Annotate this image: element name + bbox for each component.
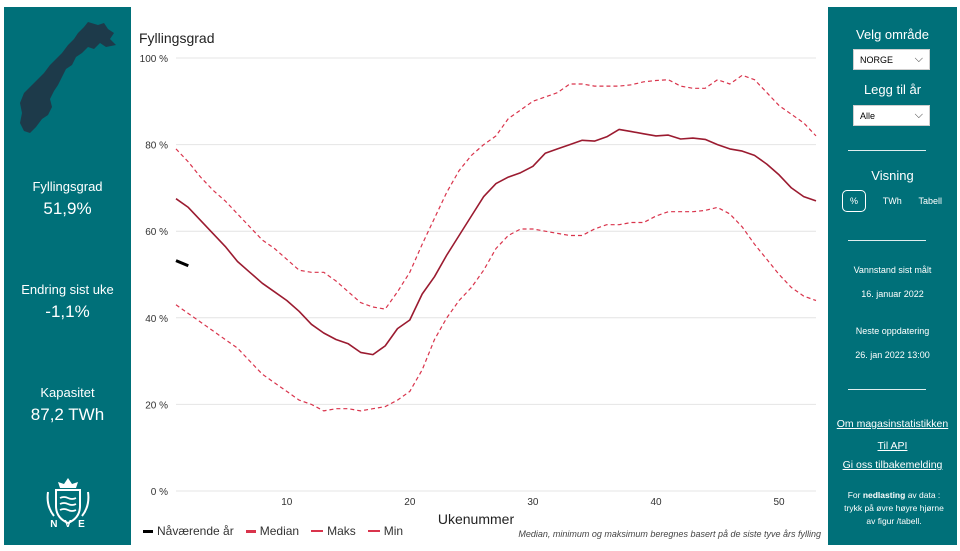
legend-item-median[interactable]: Median [245,524,300,538]
view-table-button[interactable]: Tabell [918,196,942,206]
legend-item-min[interactable]: Min [367,524,404,538]
download-note-suffix: av data : trykk på øvre høyre hjørne av … [844,490,944,526]
x-tick-label: 10 [281,497,293,508]
x-axis-label: Ukenummer [438,511,515,527]
kpi-value: -1,1% [45,302,90,321]
view-label: Visning [871,168,914,183]
x-tick-label: 50 [774,497,786,508]
x-tick-label: 30 [527,497,539,508]
download-note-bold: nedlasting [862,490,906,500]
view-percent-button[interactable]: % [842,190,866,212]
chart-title: Fyllingsgrad [139,30,215,46]
x-tick-label: 20 [404,497,416,508]
year-label: Legg til år [863,82,922,97]
norway-map-icon [20,22,116,133]
y-tick-label: 60 % [145,227,168,238]
x-tick-label: 40 [650,497,662,508]
kpi-label: Kapasitet [40,385,95,400]
legend-swatch-median [245,529,256,533]
kpi-fyllingsgrad: Fyllingsgrad 51,9% [4,179,131,219]
kpi-endring: Endring sist uke -1,1% [4,282,131,322]
download-note-prefix: For [847,490,863,500]
y-tick-label: 80 % [145,141,168,152]
legend-label: Maks [327,524,356,538]
kpi-kapasitet: Kapasitet 87,2 TWh [4,385,131,425]
area-label: Velg område [856,27,929,42]
divider [848,389,926,390]
measured-date: 16. januar 2022 [861,289,924,299]
kpi-value: 51,9% [43,199,92,218]
download-note: For nedlasting av data : trykk på øvre h… [842,489,946,528]
view-toggle-group: % TWh Tabell [842,190,942,212]
legend-item-current[interactable]: Nåværende år [143,524,234,538]
area-dropdown[interactable]: NORGE ⌵ [853,49,930,70]
reservoir-chart[interactable]: 0 % 20 % 40 % 60 % 80 % 100 % 10 20 30 40 50 Ukenum… [131,7,827,545]
next-update-date: 26. jan 2022 13:00 [855,350,930,360]
nve-logo-text: NVE [50,519,92,530]
chart-panel: Fyllingsgrad 0 % 20 % 40 % 60 % 80 % 100 % 10 2… [131,7,827,545]
legend-swatch-current [143,529,153,533]
chevron-down-icon: ⌵ [914,109,923,121]
area-dropdown-value: NORGE [860,55,894,65]
year-dropdown-value: Alle [860,111,876,121]
view-twh-button[interactable]: TWh [882,196,902,206]
year-dropdown[interactable]: Alle ⌵ [853,105,930,126]
kpi-sidebar: Fyllingsgrad 51,9% Endring sist uke -1,1… [4,7,131,545]
measured-label: Vannstand sist målt [853,265,932,275]
kpi-label: Endring sist uke [21,282,114,297]
chevron-down-icon: ⌵ [914,53,923,65]
y-tick-label: 0 % [151,487,168,498]
legend-label: Nåværende år [157,524,234,538]
y-tick-label: 40 % [145,314,168,325]
nve-crest-icon [46,478,90,525]
legend-swatch-maks [311,530,324,532]
legend-label: Median [259,524,300,538]
link-api[interactable]: Til API [877,440,908,452]
legend-swatch-min [367,530,380,532]
series-line-current [175,259,189,268]
divider [848,150,926,151]
series-line-median [175,128,817,356]
y-tick-label: 100 % [140,54,168,65]
divider [848,240,926,241]
kpi-value: 87,2 TWh [30,405,105,424]
link-feedback[interactable]: Gi oss tilbakemelding [842,459,943,471]
y-tick-label: 20 % [145,400,168,411]
series-line-min [175,206,817,412]
legend-label: Min [383,524,404,538]
chart-legend: Nåværende år Median Maks Min [143,524,403,538]
legend-item-maks[interactable]: Maks [311,524,356,538]
chart-footnote: Median, minimum og maksimum beregnes bas… [518,529,821,539]
kpi-label: Fyllingsgrad [32,179,103,194]
filter-sidebar: Velg område NORGE ⌵ Legg til år Alle ⌵ V… [828,7,957,545]
link-about-statistics[interactable]: Om magasinstatistikken [836,418,949,430]
series-line-maks [175,74,817,310]
next-update-label: Neste oppdatering [855,326,930,336]
